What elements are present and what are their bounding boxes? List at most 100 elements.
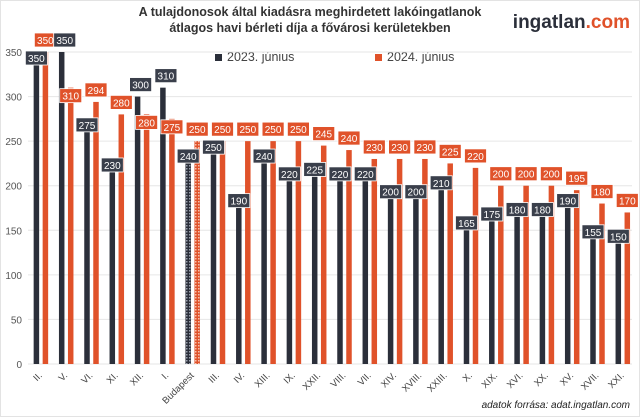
data-label: 250 <box>189 125 206 136</box>
y-tick-label: 200 <box>5 182 22 193</box>
bar-2024 <box>194 141 200 364</box>
data-label-box <box>176 148 200 164</box>
x-tick-label: XXIII. <box>425 370 449 394</box>
legend-item-2024: 2024. június <box>375 50 454 64</box>
data-label-box <box>590 184 614 199</box>
data-label-box <box>438 144 462 159</box>
data-label: 220 <box>357 170 374 181</box>
data-label-box <box>540 166 563 182</box>
data-label: 250 <box>214 125 231 136</box>
bar-2023 <box>539 203 546 364</box>
data-label: 190 <box>559 197 576 208</box>
data-label: 350 <box>37 36 54 47</box>
bar-2024 <box>371 158 378 364</box>
data-label: 250 <box>290 125 307 136</box>
bar-2023 <box>362 167 369 364</box>
y-tick-label: 150 <box>5 226 22 237</box>
x-tick-label: XXI. <box>606 370 626 390</box>
data-label: 245 <box>315 130 332 141</box>
data-label-box <box>135 115 159 130</box>
data-label-box <box>100 157 124 173</box>
data-label-box <box>615 193 639 208</box>
data-label: 150 <box>610 232 627 243</box>
data-label: 165 <box>458 219 475 230</box>
x-tick-label: XIX. <box>480 370 500 390</box>
y-tick-label: 350 <box>5 48 22 59</box>
data-label: 350 <box>28 54 45 65</box>
bar-2023 <box>185 150 191 364</box>
data-label-box <box>185 121 209 137</box>
data-label-box <box>362 139 386 155</box>
data-label: 200 <box>543 170 560 181</box>
x-tick-label: IX. <box>282 370 298 386</box>
data-label: 310 <box>158 72 175 83</box>
x-tick-label: XI. <box>105 370 121 386</box>
data-label-box <box>429 175 453 191</box>
data-label: 175 <box>483 210 500 221</box>
data-label-box <box>227 193 251 209</box>
x-tick-label: II. <box>31 370 44 383</box>
x-tick-label: III. <box>207 370 222 385</box>
x-tick-label: XVI. <box>505 370 525 390</box>
bar-2023 <box>210 141 217 364</box>
data-label-box <box>480 206 504 222</box>
chart-title: A tulajdonosok által kiadásra meghirdete… <box>138 5 482 35</box>
bar-2023 <box>413 185 419 364</box>
data-label: 200 <box>492 170 509 181</box>
data-label-box <box>581 224 605 240</box>
data-label-box <box>531 202 554 217</box>
legend-swatch-2024 <box>375 53 382 61</box>
data-label: 280 <box>113 98 130 109</box>
data-label-box <box>379 184 403 200</box>
x-tick-label: VIII. <box>329 370 349 390</box>
bar-2024 <box>42 52 49 364</box>
bar-2023 <box>109 158 116 364</box>
data-label: 155 <box>585 228 602 239</box>
bar-2024 <box>548 185 555 364</box>
data-label: 225 <box>442 147 459 158</box>
data-label: 230 <box>104 161 121 172</box>
data-label-box <box>312 126 336 141</box>
data-label: 180 <box>594 188 611 199</box>
data-label-box <box>261 121 285 137</box>
bar-2024 <box>295 141 302 364</box>
ingatlan-logo: ingatlan.com <box>513 12 630 34</box>
data-label: 220 <box>281 170 298 181</box>
bar-2023 <box>261 150 267 364</box>
data-label: 200 <box>382 188 399 199</box>
data-label: 250 <box>205 143 222 154</box>
data-label-box <box>565 170 589 186</box>
bar-2023 <box>590 225 596 364</box>
data-label-box <box>328 166 352 182</box>
source-note: adatok forrása: adat.ingatlan.com <box>481 400 630 411</box>
bar-2024 <box>320 145 327 364</box>
data-label: 275 <box>164 123 181 134</box>
x-tick-label: VII. <box>356 370 374 388</box>
x-tick-label: IV. <box>232 370 247 385</box>
data-label: 180 <box>534 206 551 217</box>
bar-2023 <box>236 194 242 364</box>
bar-2024 <box>169 118 175 364</box>
data-label-box <box>154 68 178 84</box>
data-label-box <box>160 119 184 135</box>
bar-2024 <box>624 212 631 364</box>
data-label-box <box>556 193 580 209</box>
bar-2024 <box>599 203 605 364</box>
data-label: 240 <box>341 134 358 145</box>
bar-2024 <box>245 141 251 364</box>
bar-2024 <box>447 163 453 364</box>
data-label: 195 <box>568 174 585 185</box>
data-label: 240 <box>180 152 197 163</box>
data-label-box <box>337 130 361 146</box>
bar-2023 <box>84 118 90 364</box>
data-label-box <box>109 95 133 110</box>
bar-2023 <box>463 216 470 364</box>
data-label: 230 <box>366 143 383 154</box>
bar-2024 <box>573 190 580 364</box>
data-label: 350 <box>56 36 73 47</box>
legend-swatch-2023 <box>215 53 222 61</box>
bar-2024 <box>93 101 99 365</box>
y-tick-label: 300 <box>5 93 22 104</box>
data-label: 250 <box>265 125 282 136</box>
